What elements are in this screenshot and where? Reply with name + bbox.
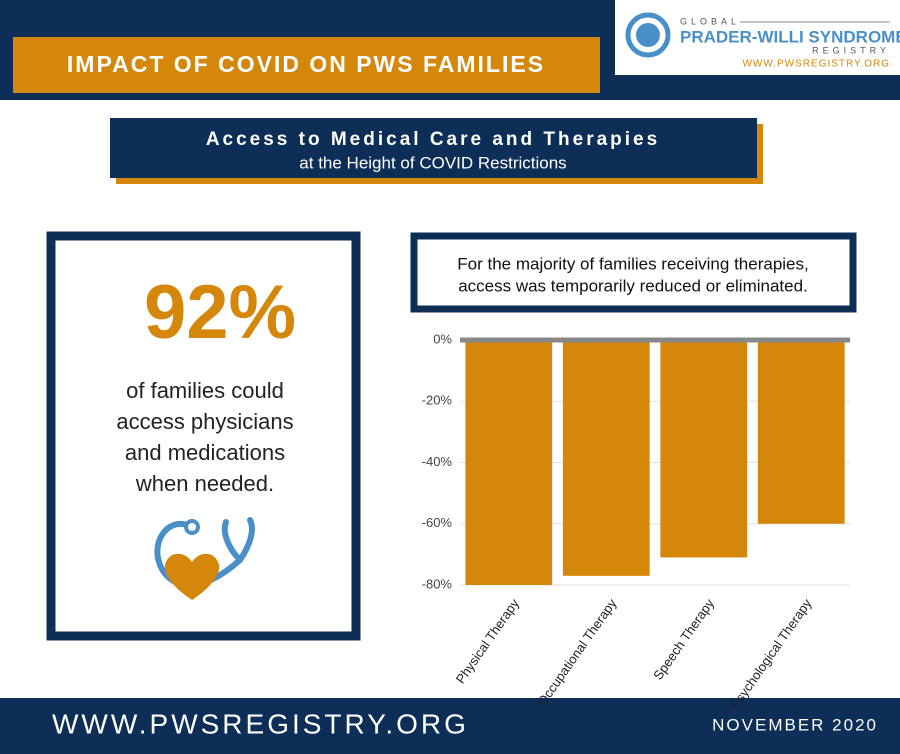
header-edge (0, 100, 900, 102)
logo-globe (625, 12, 671, 58)
bar (757, 340, 845, 524)
stat-panel (46, 231, 361, 641)
subtitle-title: Access to Medical Care and Therapies (206, 129, 660, 150)
footer-band (0, 698, 900, 754)
y-tick-label: -60% (422, 515, 453, 530)
stat-line: access physicians (116, 409, 293, 434)
heart (164, 553, 220, 600)
logo-globe-core (636, 23, 660, 47)
stat-line: and medications (125, 440, 285, 465)
stat-value: 92% (144, 270, 296, 355)
subtitle-sub: at the Height of COVID Restrictions (299, 153, 566, 172)
stethoscope-arms (221, 517, 255, 563)
page-title: IMPACT OF COVID ON PWS FAMILIES (67, 51, 545, 77)
note-line: For the majority of families receiving t… (457, 254, 808, 273)
footer-date: NOVEMBER 2020 (712, 715, 878, 734)
title-box (13, 37, 600, 93)
subtitle-box (110, 118, 757, 178)
y-tick-label: 0% (433, 331, 452, 346)
logo-top: GLOBAL (680, 16, 740, 26)
stethoscope-head (184, 519, 200, 535)
bar (562, 340, 650, 576)
y-tick-label: -20% (422, 393, 453, 408)
bar (465, 340, 553, 585)
note-line: access was temporarily reduced or elimin… (458, 276, 808, 295)
footer-url: WWW.PWSREGISTRY.ORG (52, 708, 469, 739)
stat-line: when needed. (135, 471, 274, 496)
note-box (410, 232, 857, 313)
bar (660, 340, 748, 558)
logo-box (615, 0, 900, 75)
y-tick-label: -80% (422, 576, 453, 591)
stat-line: of families could (126, 378, 284, 403)
heart-stethoscope-icon (154, 517, 255, 600)
logo-url: WWW.PWSREGISTRY.ORG (742, 59, 890, 70)
logo-name: PRADER-WILLI SYNDROME (680, 27, 900, 46)
logo-sub: REGISTRY (812, 45, 890, 55)
y-tick-label: -40% (422, 454, 453, 469)
